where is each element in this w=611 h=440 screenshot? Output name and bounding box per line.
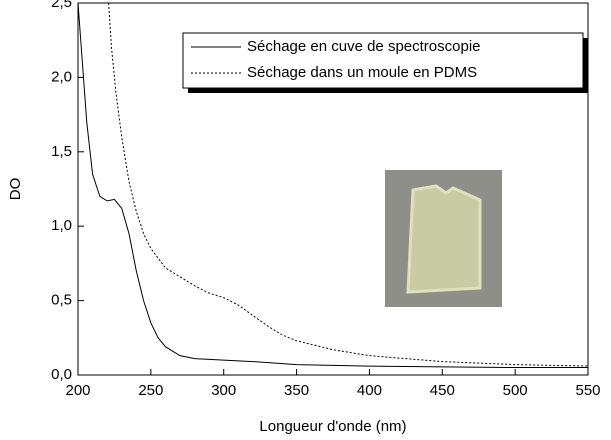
y-tick-label: 0,5 [51,292,72,309]
x-tick-label: 200 [65,382,90,399]
x-tick-label: 400 [357,382,382,399]
legend-label: Séchage dans un moule en PDMS [247,64,477,81]
y-tick-label: 0,0 [51,366,72,383]
y-tick-label: 1,0 [51,217,72,234]
y-tick-label: 2,5 [51,0,72,11]
x-tick-label: 550 [575,382,600,399]
x-tick-label: 450 [430,382,455,399]
x-tick-label: 250 [138,382,163,399]
inset-photo [385,170,502,307]
y-axis-label: DO [7,178,24,201]
x-tick-label: 300 [211,382,236,399]
legend-label: Séchage en cuve de spectroscopie [247,38,481,55]
plot-frame [77,2,589,376]
x-axis-label: Longueur d'onde (nm) [259,418,406,435]
y-tick-label: 2,0 [51,68,72,85]
line-series [108,3,588,367]
y-tick-label: 1,5 [51,143,72,160]
line-series [78,3,588,369]
legend-box [182,32,584,89]
x-tick-label: 350 [284,382,309,399]
x-tick-label: 500 [503,382,528,399]
